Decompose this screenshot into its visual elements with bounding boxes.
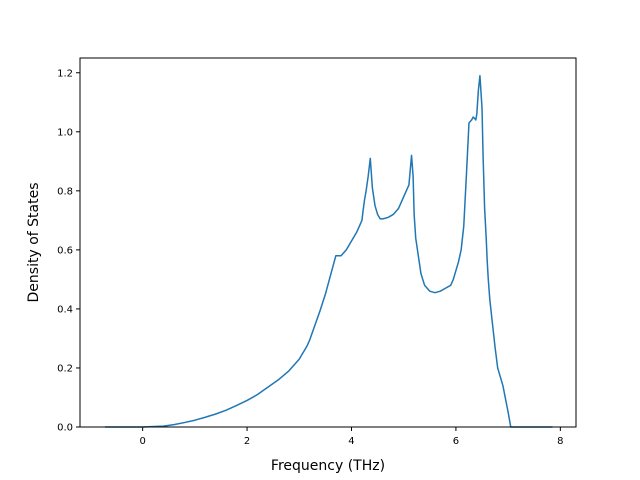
axis-ticks: 0 2 4 6 8 0.0 0.2 0.4 0.6 0.8 1.0 1.2 [57,68,563,447]
y-tick-label: 0.8 [57,186,73,197]
plot-frame [79,57,577,428]
x-tick-label: 4 [348,436,354,447]
y-axis-label: Density of States [26,183,42,303]
y-tick-label: 1.0 [57,127,73,138]
x-axis-label: Frequency (THz) [271,458,385,474]
data-lines [105,74,553,428]
y-tick-label: 0.6 [57,245,73,256]
x-tick-label: 2 [244,436,250,447]
dos-series-line [105,74,553,428]
x-tick-label: 6 [453,436,459,447]
x-tick-label: 0 [139,436,145,447]
y-tick-label: 0.0 [57,423,73,434]
y-tick-label: 0.2 [57,363,73,374]
x-tick-label: 8 [557,436,563,447]
y-tick-label: 0.4 [57,304,73,315]
y-tick-label: 1.2 [57,68,73,79]
